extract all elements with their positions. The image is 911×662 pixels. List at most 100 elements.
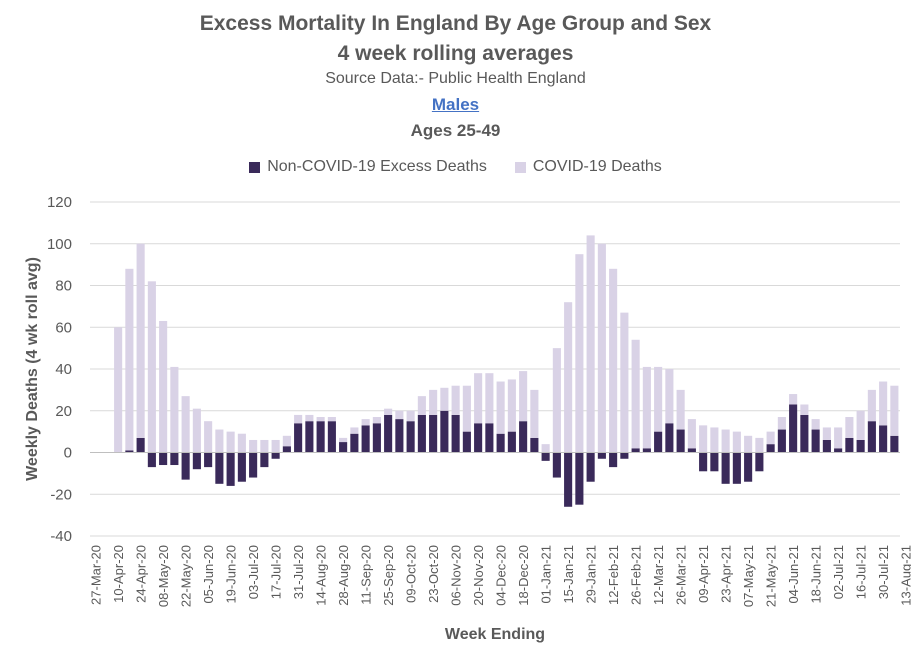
bar-covid	[575, 254, 584, 453]
bar-covid	[755, 437, 764, 453]
bar-non-covid	[687, 448, 696, 453]
bar-non-covid	[732, 452, 741, 484]
bar-covid	[834, 427, 843, 449]
bar-non-covid	[462, 431, 471, 453]
x-tick-label: 17-Jul-20	[269, 545, 284, 599]
bar-covid	[440, 387, 449, 411]
bar-covid	[744, 435, 753, 453]
y-tick-label: 80	[55, 278, 72, 295]
bar-covid	[485, 373, 494, 424]
bar-non-covid	[552, 452, 561, 478]
bar-non-covid	[721, 452, 730, 484]
bar-covid	[654, 366, 663, 432]
bar-covid	[406, 410, 415, 422]
x-tick-label: 03-Jul-20	[246, 545, 261, 599]
bar-covid	[530, 389, 539, 438]
bar-non-covid	[744, 452, 753, 482]
y-tick-label: 0	[64, 445, 72, 462]
bar-non-covid	[485, 423, 494, 453]
bar-covid	[822, 427, 831, 440]
bar-covid	[879, 381, 888, 426]
bar-covid	[339, 437, 348, 443]
bar-non-covid	[440, 410, 449, 453]
bar-non-covid	[575, 452, 584, 505]
bar-covid	[766, 431, 775, 445]
bar-covid	[327, 417, 336, 422]
x-tick-label: 18-Jun-21	[809, 545, 824, 604]
legend-swatch-non-covid	[249, 161, 261, 173]
bar-non-covid	[406, 421, 415, 453]
bar-covid	[350, 427, 359, 434]
legend-label-non-covid: Non-COVID-19 Excess Deaths	[267, 158, 487, 175]
bar-non-covid	[530, 437, 539, 453]
bar-non-covid	[159, 452, 168, 466]
bar-covid	[429, 389, 438, 415]
x-tick-label: 23-Apr-21	[719, 545, 734, 603]
bar-non-covid	[294, 423, 303, 453]
bar-non-covid	[755, 452, 764, 472]
bar-non-covid	[451, 414, 460, 453]
x-tick-label: 07-May-21	[741, 545, 756, 607]
bar-non-covid	[654, 431, 663, 453]
bar-non-covid	[260, 452, 269, 468]
bar-covid	[519, 371, 528, 422]
x-tick-label: 02-Jul-21	[831, 545, 846, 599]
bar-covid	[642, 366, 651, 449]
x-tick-label: 23-Oct-20	[426, 545, 441, 603]
bar-covid	[800, 404, 809, 415]
bar-non-covid	[620, 452, 629, 459]
bar-covid	[890, 385, 899, 436]
bar-non-covid	[699, 452, 708, 472]
chart-sex-label: Males	[431, 95, 480, 114]
y-tick-label: 60	[55, 319, 72, 336]
x-tick-label: 09-Oct-20	[404, 545, 419, 603]
x-tick-label: 12-Mar-21	[651, 545, 666, 605]
bar-non-covid	[474, 423, 483, 453]
bar-covid	[789, 394, 798, 405]
legend-label-covid: COVID-19 Deaths	[532, 158, 662, 175]
bar-non-covid	[867, 421, 876, 453]
bar-covid	[294, 414, 303, 424]
bar-covid	[125, 268, 134, 451]
bar-covid	[687, 419, 696, 449]
bar-covid	[845, 417, 854, 438]
bar-non-covid	[676, 429, 685, 453]
bar-non-covid	[429, 414, 438, 453]
x-tick-label: 08-May-20	[156, 545, 171, 607]
chart-title-line1: Excess Mortality In England By Age Group…	[199, 12, 712, 35]
bar-non-covid	[192, 452, 201, 470]
bar-non-covid	[642, 448, 651, 453]
x-tick-label: 15-Jan-21	[561, 545, 576, 604]
bar-covid	[496, 381, 505, 434]
bar-non-covid	[834, 448, 843, 453]
bar-non-covid	[845, 437, 854, 453]
chart-legend: Non-COVID-19 Excess Deaths COVID-19 Deat…	[0, 158, 911, 176]
bar-non-covid	[327, 421, 336, 453]
bar-covid	[282, 435, 291, 447]
y-tick-label: 40	[55, 361, 72, 378]
legend-item-non-covid: Non-COVID-19 Excess Deaths	[249, 158, 487, 176]
x-tick-label: 06-Nov-20	[449, 545, 464, 606]
bar-non-covid	[856, 439, 865, 453]
x-tick-label: 16-Jul-21	[854, 545, 869, 599]
bar-non-covid	[811, 429, 820, 453]
x-tick-label: 26-Feb-21	[629, 545, 644, 605]
bar-non-covid	[384, 414, 393, 453]
bar-non-covid	[417, 414, 426, 453]
bar-covid	[462, 385, 471, 432]
bar-covid	[305, 414, 314, 422]
bar-covid	[237, 433, 246, 453]
x-tick-label: 30-Jul-21	[876, 545, 891, 599]
bar-non-covid	[170, 452, 179, 466]
chart-age-label: Ages 25-49	[410, 121, 501, 140]
bar-non-covid	[586, 452, 595, 482]
bar-non-covid	[665, 423, 674, 453]
bar-covid	[586, 235, 595, 453]
y-tick-label: 20	[55, 403, 72, 420]
bar-non-covid	[541, 452, 550, 461]
bar-covid	[676, 389, 685, 430]
x-tick-label: 05-Jun-20	[201, 545, 216, 604]
bar-covid	[721, 429, 730, 453]
x-tick-label: 10-Apr-20	[111, 545, 126, 603]
bar-non-covid	[316, 421, 325, 453]
